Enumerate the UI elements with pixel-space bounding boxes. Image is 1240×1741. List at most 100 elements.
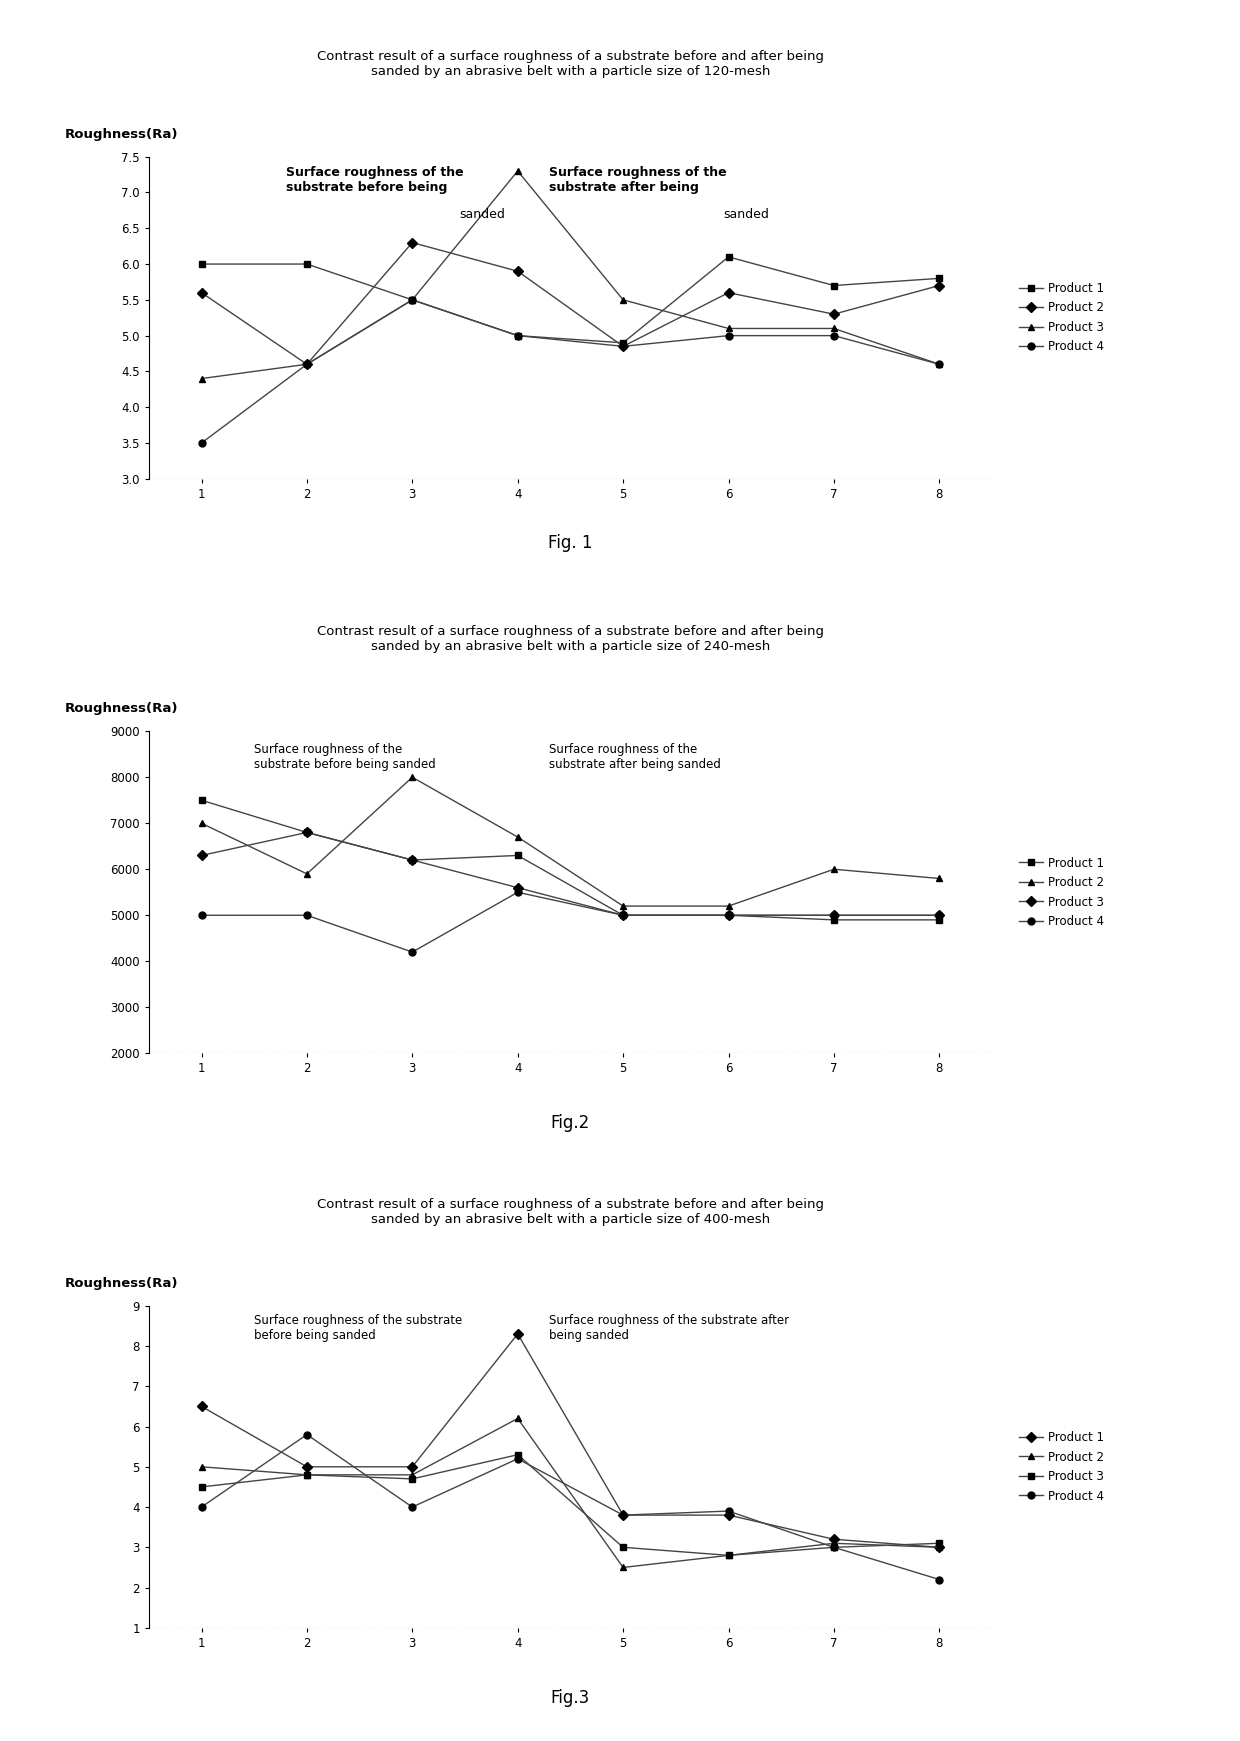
Product 1 (616, 333, 631, 353)
Text: Contrast result of a surface roughness of a substrate before and after being
san: Contrast result of a surface roughness o… (317, 50, 823, 78)
Line: Product 2: Product 2 (198, 239, 942, 367)
Product 3 (722, 319, 737, 339)
Product 3 (511, 1445, 526, 1466)
Product 2 (404, 232, 419, 252)
Product 3 (193, 367, 208, 388)
Product 1 (193, 254, 208, 275)
Product 3 (299, 353, 314, 374)
Product 2 (511, 261, 526, 282)
Product 2 (299, 353, 314, 374)
Line: Product 4: Product 4 (198, 890, 942, 956)
Line: Product 3: Product 3 (198, 1452, 942, 1558)
Product 3 (827, 319, 842, 339)
Product 1 (511, 326, 526, 346)
Product 4 (193, 1497, 208, 1518)
Text: Roughness(Ra): Roughness(Ra) (64, 127, 179, 141)
Product 4 (193, 905, 208, 926)
Product 4 (511, 881, 526, 902)
Product 2 (932, 1537, 947, 1558)
Product 1 (193, 1396, 208, 1417)
Product 3 (193, 844, 208, 865)
Product 1 (616, 1504, 631, 1525)
Product 2 (404, 766, 419, 787)
Product 2 (511, 1408, 526, 1429)
Product 2 (616, 895, 631, 916)
Product 2 (932, 869, 947, 890)
Product 3 (616, 289, 631, 310)
Product 3 (511, 160, 526, 181)
Product 4 (827, 326, 842, 346)
Text: sanded: sanded (723, 209, 769, 221)
Text: Surface roughness of the
substrate after being sanded: Surface roughness of the substrate after… (549, 743, 722, 771)
Line: Product 2: Product 2 (198, 1415, 942, 1570)
Product 1 (616, 905, 631, 926)
Line: Product 1: Product 1 (198, 797, 942, 923)
Product 3 (722, 1544, 737, 1565)
Line: Product 4: Product 4 (198, 296, 942, 446)
Text: sanded: sanded (460, 209, 506, 221)
Product 3 (404, 1468, 419, 1489)
Product 1 (827, 909, 842, 930)
Product 4 (404, 289, 419, 310)
Product 4 (722, 905, 737, 926)
Product 4 (616, 905, 631, 926)
Product 4 (827, 1537, 842, 1558)
Product 2 (932, 275, 947, 296)
Product 1 (722, 247, 737, 268)
Text: Fig. 1: Fig. 1 (548, 534, 593, 552)
Product 4 (511, 1449, 526, 1469)
Product 1 (932, 1537, 947, 1558)
Text: Fig.3: Fig.3 (551, 1689, 590, 1706)
Product 3 (193, 1476, 208, 1497)
Text: Roughness(Ra): Roughness(Ra) (64, 1276, 179, 1290)
Product 3 (511, 877, 526, 898)
Text: Contrast result of a surface roughness of a substrate before and after being
san: Contrast result of a surface roughness o… (317, 625, 823, 653)
Product 2 (722, 282, 737, 303)
Line: Product 4: Product 4 (198, 1431, 942, 1583)
Product 4 (299, 905, 314, 926)
Product 4 (932, 353, 947, 374)
Legend: Product 1, Product 2, Product 3, Product 4: Product 1, Product 2, Product 3, Product… (1014, 277, 1109, 359)
Product 3 (616, 905, 631, 926)
Product 2 (299, 864, 314, 884)
Product 1 (932, 268, 947, 289)
Text: Surface roughness of the
substrate before being sanded: Surface roughness of the substrate befor… (254, 743, 436, 771)
Product 1 (299, 1455, 314, 1476)
Product 2 (722, 1544, 737, 1565)
Text: Surface roughness of the
substrate before being: Surface roughness of the substrate befor… (285, 167, 464, 195)
Product 1 (511, 844, 526, 865)
Product 4 (827, 905, 842, 926)
Product 4 (932, 1569, 947, 1590)
Product 2 (722, 895, 737, 916)
Product 4 (299, 1424, 314, 1445)
Product 3 (932, 905, 947, 926)
Product 3 (722, 905, 737, 926)
Product 4 (404, 1497, 419, 1518)
Product 4 (722, 326, 737, 346)
Product 3 (827, 1537, 842, 1558)
Product 1 (404, 850, 419, 870)
Product 2 (299, 1464, 314, 1485)
Product 1 (827, 1529, 842, 1549)
Text: Contrast result of a surface roughness of a substrate before and after being
san: Contrast result of a surface roughness o… (317, 1198, 823, 1226)
Text: Roughness(Ra): Roughness(Ra) (64, 702, 179, 716)
Product 2 (511, 827, 526, 848)
Product 1 (722, 905, 737, 926)
Product 4 (299, 353, 314, 374)
Product 4 (722, 1501, 737, 1522)
Line: Product 1: Product 1 (198, 1330, 942, 1551)
Product 4 (193, 432, 208, 453)
Product 1 (932, 909, 947, 930)
Product 3 (932, 353, 947, 374)
Product 1 (299, 822, 314, 843)
Product 1 (404, 289, 419, 310)
Product 4 (616, 336, 631, 357)
Text: Fig.2: Fig.2 (551, 1114, 590, 1132)
Product 1 (722, 1504, 737, 1525)
Legend: Product 1, Product 2, Product 3, Product 4: Product 1, Product 2, Product 3, Product… (1014, 851, 1109, 933)
Text: Surface roughness of the substrate after
being sanded: Surface roughness of the substrate after… (549, 1314, 790, 1342)
Product 1 (193, 790, 208, 811)
Product 4 (404, 942, 419, 963)
Product 3 (404, 289, 419, 310)
Product 3 (404, 850, 419, 870)
